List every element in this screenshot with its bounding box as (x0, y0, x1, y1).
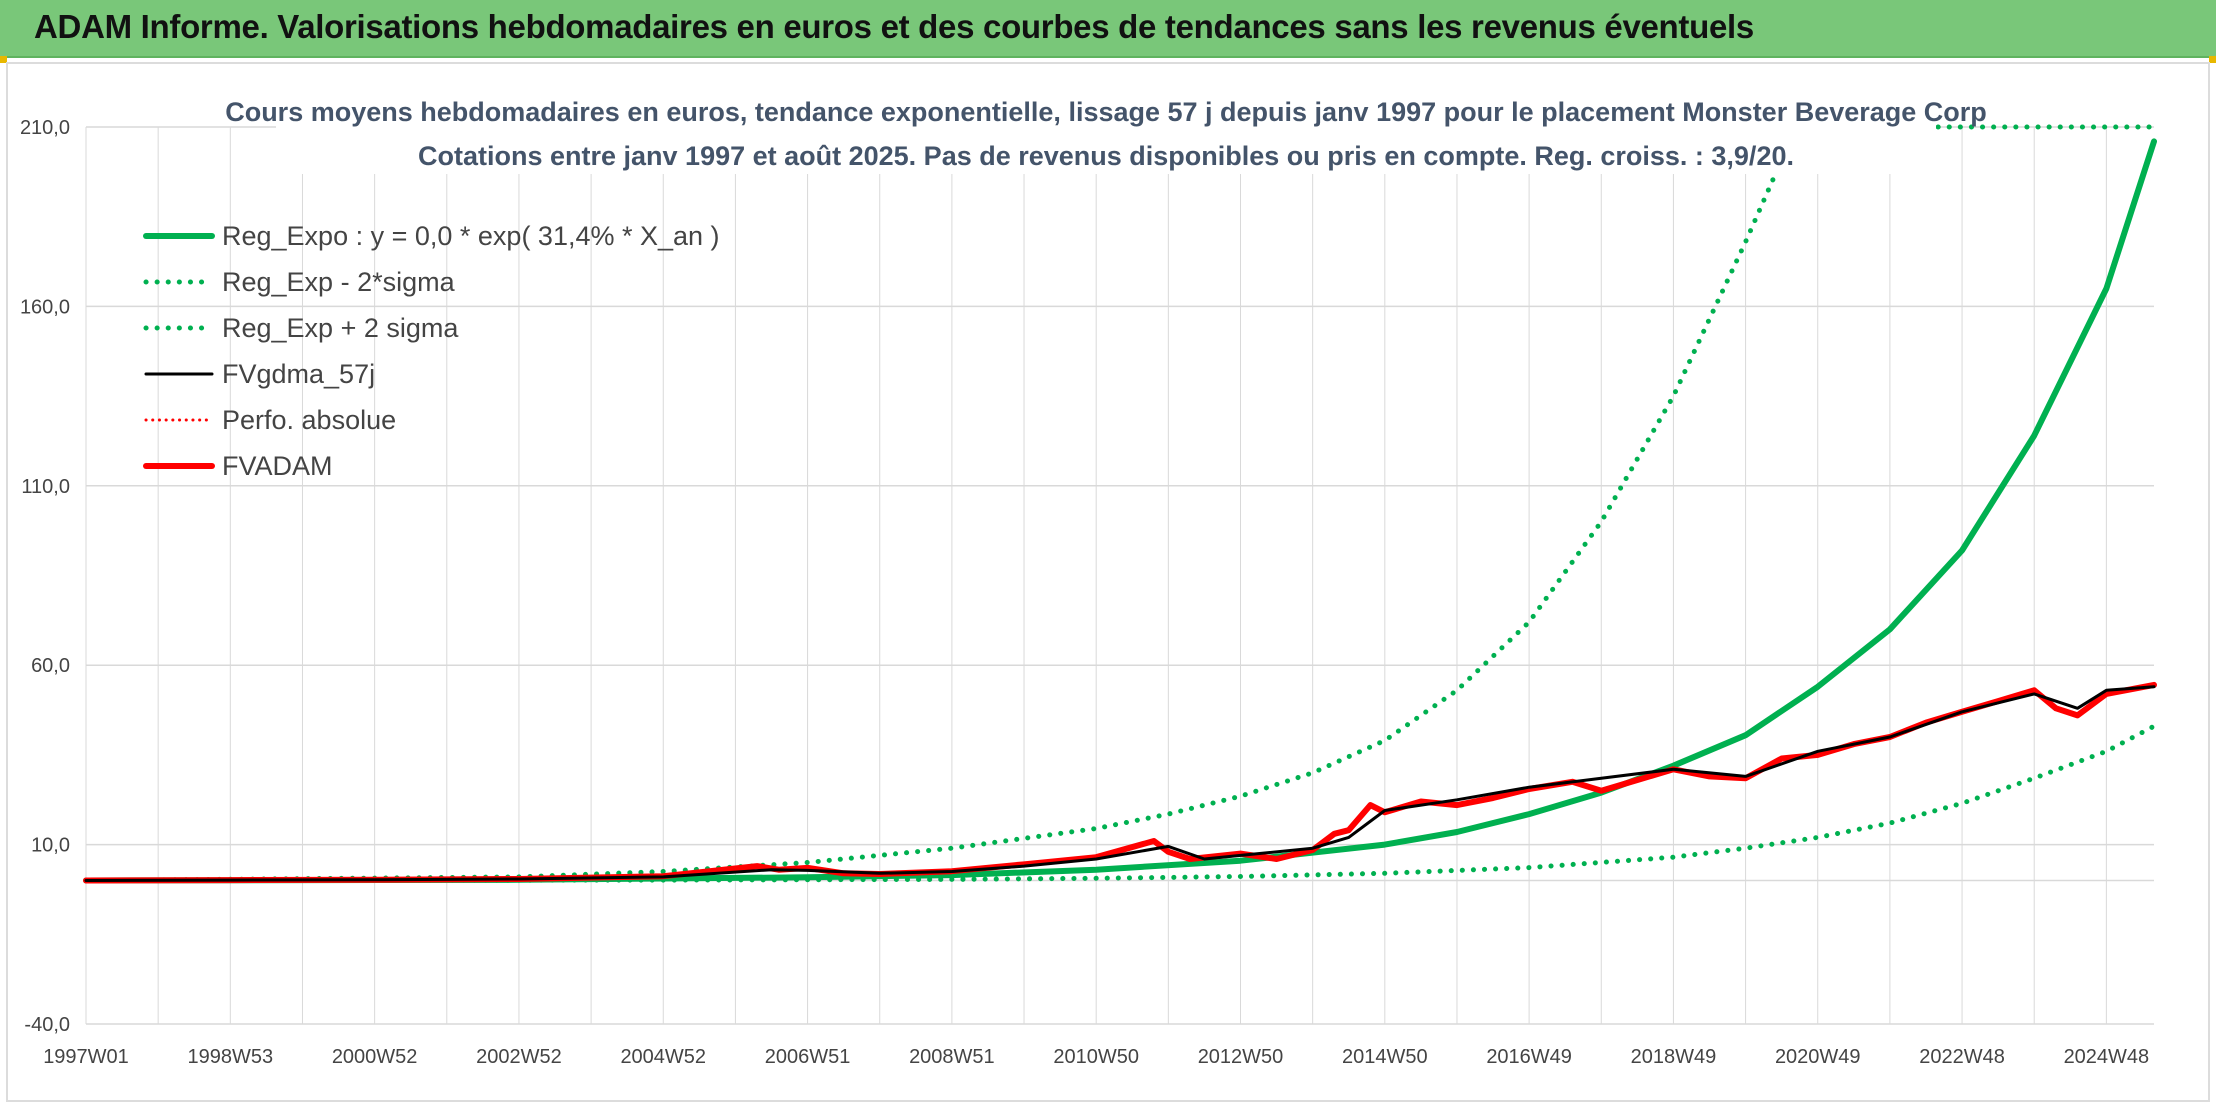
page-title: ADAM Informe. Valorisations hebdomadaire… (34, 8, 1754, 45)
y-tick-label: 10,0 (31, 835, 70, 857)
series-line-2 (83, 723, 2157, 883)
chart: 210,0 160,0 110,0 60,0 10,0 -40,0 1997W01 1998W… (20, 78, 2157, 1068)
x-tick-label: 2016W49 (1486, 1046, 1572, 1068)
x-tick-label: 1998W53 (188, 1046, 274, 1068)
y-tick-label: 210,0 (20, 117, 70, 139)
x-tick-label: 2008W51 (909, 1046, 995, 1068)
legend-label: Reg_Exp + 2 sigma (222, 313, 459, 343)
series-line-6 (83, 681, 2157, 884)
x-tick-label: 2014W50 (1342, 1046, 1428, 1068)
y-tick-label: 60,0 (31, 655, 70, 677)
x-tick-label: 2000W52 (332, 1046, 418, 1068)
corner-marker-right (2209, 56, 2216, 63)
series-line-1 (83, 138, 2157, 884)
chart-subtitle: Cotations entre janv 1997 et août 2025. … (418, 141, 1794, 171)
chart-title: Cours moyens hebdomadaires en euros, ten… (225, 97, 1987, 127)
y-tick-label: 110,0 (21, 476, 70, 498)
legend-label: Reg_Expo : y = 0,0 * exp( 31,4% * X_an ) (222, 221, 720, 251)
corner-marker-left (0, 56, 7, 63)
header-banner: ADAM Informe. Valorisations hebdomadaire… (0, 0, 2216, 58)
x-tick-label: 2012W50 (1198, 1046, 1284, 1068)
x-tick-label: 2010W50 (1053, 1046, 1139, 1068)
legend: Reg_Expo : y = 0,0 * exp( 31,4% * X_an )… (143, 221, 720, 481)
series-line-3 (83, 124, 2157, 883)
x-tick-label: 2006W51 (765, 1046, 851, 1068)
x-tick-label: 2002W52 (476, 1046, 562, 1068)
x-tick-label: 1997W01 (43, 1046, 129, 1068)
x-tick-label: 2024W48 (2064, 1046, 2150, 1068)
x-tick-label: 2022W48 (1919, 1046, 2005, 1068)
legend-label: Perfo. absolue (222, 405, 396, 435)
series-line-4 (84, 685, 2156, 882)
chart-frame: 210,0 160,0 110,0 60,0 10,0 -40,0 1997W01 1998W… (6, 62, 2210, 1102)
y-tick-label: 160,0 (20, 296, 70, 318)
title-background (276, 78, 1936, 174)
x-tick-label: 2020W49 (1775, 1046, 1861, 1068)
x-tick-label: 2004W52 (620, 1046, 706, 1068)
legend-label: FVADAM (222, 451, 333, 481)
legend-label: Reg_Exp - 2*sigma (222, 267, 456, 297)
y-tick-label: -40,0 (24, 1014, 70, 1036)
legend-label: FVgdma_57j (222, 359, 375, 389)
x-tick-label: 2018W49 (1631, 1046, 1717, 1068)
